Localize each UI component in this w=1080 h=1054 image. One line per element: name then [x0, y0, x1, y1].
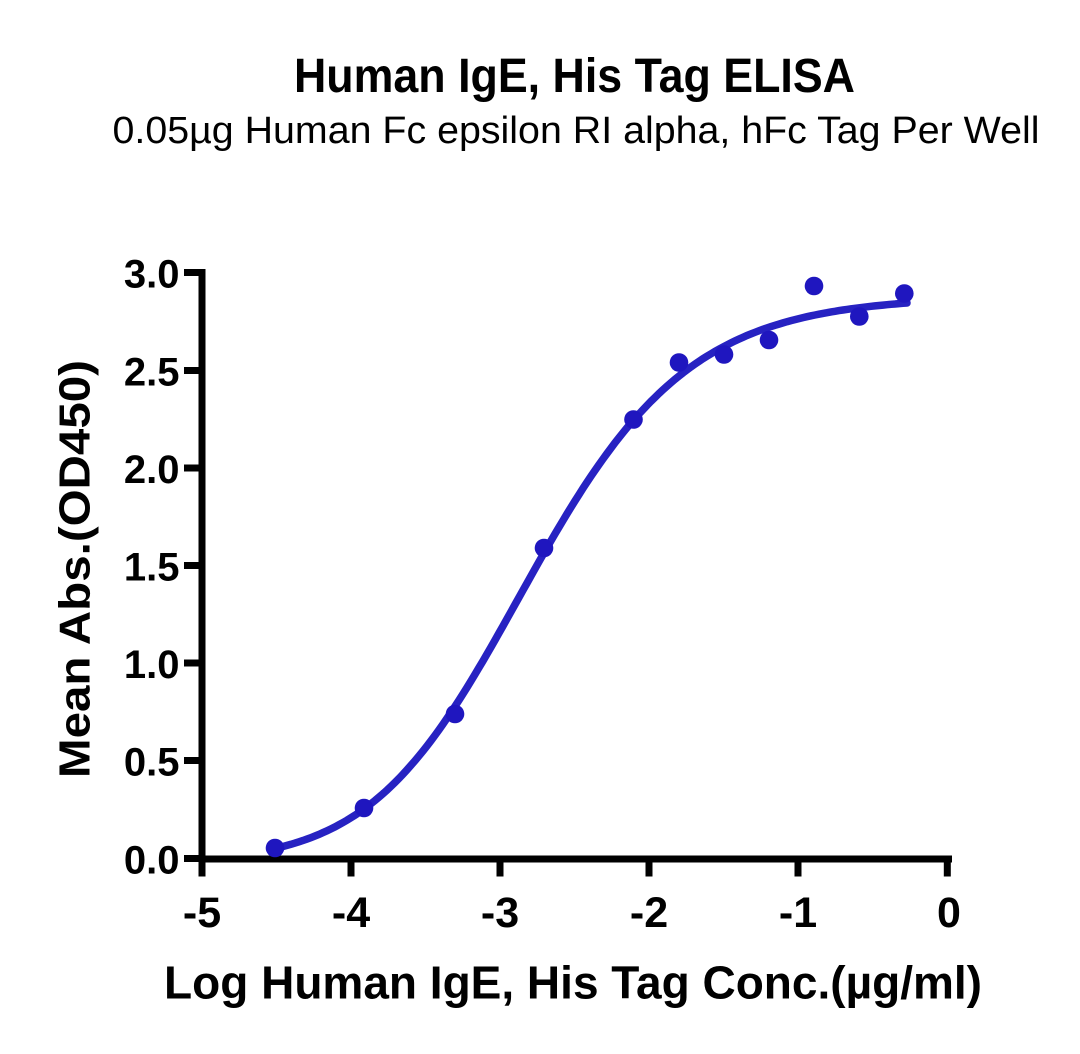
svg-text:1.5: 1.5	[124, 546, 180, 590]
svg-text:2.5: 2.5	[124, 351, 180, 395]
svg-text:-3: -3	[481, 889, 519, 937]
svg-text:-1: -1	[779, 889, 817, 937]
svg-text:2.0: 2.0	[124, 448, 180, 492]
svg-text:-5: -5	[183, 889, 221, 937]
svg-text:1.0: 1.0	[124, 643, 180, 687]
svg-text:-2: -2	[630, 889, 668, 937]
svg-text:0.05µg Human Fc epsilon RI alp: 0.05µg Human Fc epsilon RI alpha, hFc Ta…	[113, 110, 1040, 152]
svg-text:0.5: 0.5	[124, 741, 180, 785]
svg-text:Log Human IgE, His Tag Conc.(µ: Log Human IgE, His Tag Conc.(µg/ml)	[164, 957, 982, 1009]
svg-text:0: 0	[937, 889, 961, 937]
svg-text:3.0: 3.0	[124, 253, 180, 297]
svg-text:-4: -4	[332, 889, 370, 937]
svg-text:0.0: 0.0	[124, 839, 180, 883]
svg-text:Human IgE, His Tag ELISA: Human IgE, His Tag ELISA	[294, 50, 855, 103]
svg-text:Mean Abs.(OD450): Mean Abs.(OD450)	[51, 360, 100, 778]
